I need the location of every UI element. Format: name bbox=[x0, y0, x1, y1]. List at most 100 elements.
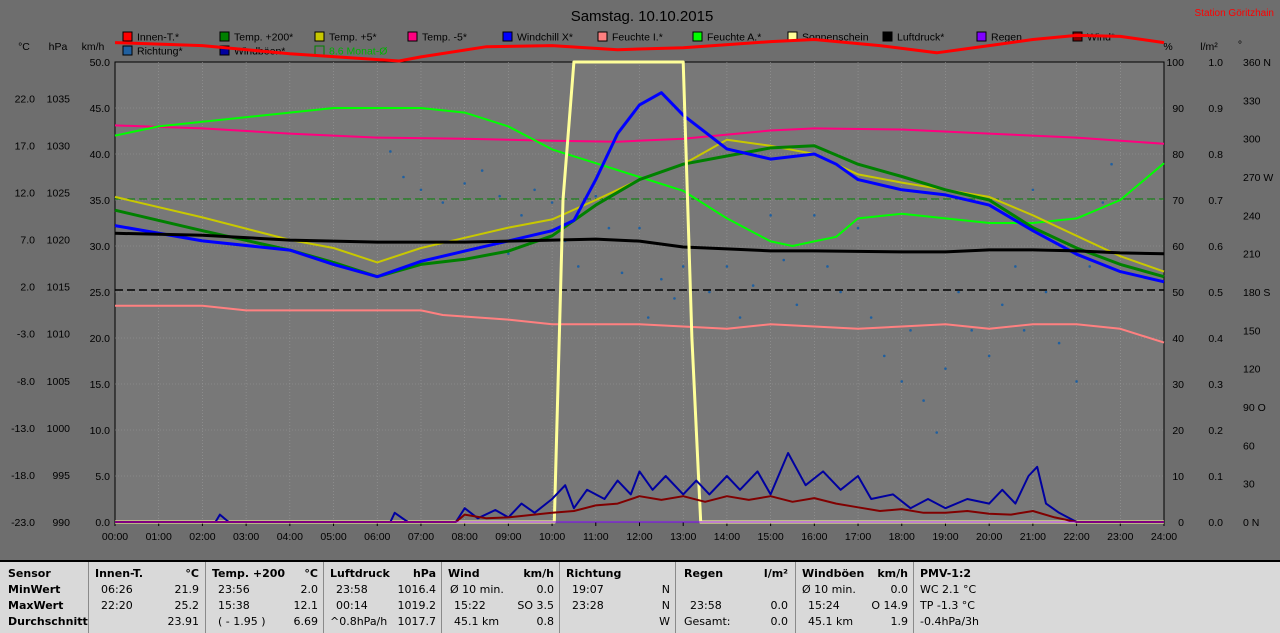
stats-temp200-avg-val: 6.69 bbox=[293, 615, 319, 628]
stats-col-windboeen: Windböen km/h Ø 10 min. 0.0 15:24 O 14.9… bbox=[795, 562, 914, 633]
stats-col-innen: Innen-T. °C 06:26 21.9 22:20 25.2 23.91 bbox=[88, 562, 205, 633]
kmh-tick: 30.0 bbox=[90, 241, 111, 253]
direction-point bbox=[813, 214, 816, 217]
degree-tick: 90 O bbox=[1243, 402, 1266, 414]
degree-tick: 180 S bbox=[1243, 287, 1270, 299]
x-tick-label: 02:00 bbox=[189, 531, 215, 543]
x-tick-label: 07:00 bbox=[408, 531, 434, 543]
degree-tick: 60 bbox=[1243, 440, 1255, 452]
stats-wind-distance: 45.1 km bbox=[454, 615, 500, 628]
degree-tick: 270 W bbox=[1243, 172, 1273, 184]
stats-label-min: MinWert bbox=[8, 583, 61, 596]
direction-point bbox=[782, 258, 786, 262]
legend-swatch bbox=[219, 31, 230, 42]
stats-wind-avg-val: 0.8 bbox=[536, 615, 555, 628]
hpa-tick: 1005 bbox=[47, 376, 71, 388]
direction-point bbox=[1031, 188, 1035, 192]
legend-label: Feuchte A.* bbox=[707, 32, 761, 44]
percent-tick: 0 bbox=[1178, 517, 1184, 529]
direction-point bbox=[970, 329, 973, 332]
percent-tick: 80 bbox=[1172, 149, 1184, 161]
hpa-tick: 1020 bbox=[47, 235, 71, 247]
direction-point bbox=[441, 201, 445, 204]
x-tick-label: 20:00 bbox=[976, 531, 1002, 543]
direction-point bbox=[660, 277, 663, 281]
direction-point bbox=[708, 290, 711, 294]
x-tick-label: 08:00 bbox=[452, 531, 478, 543]
celsius-tick: 2.0 bbox=[20, 282, 35, 294]
x-tick-label: 16:00 bbox=[801, 531, 827, 543]
stats-richtung-avg-val: W bbox=[659, 615, 670, 628]
direction-point bbox=[944, 367, 947, 370]
rain-tick: 0.2 bbox=[1208, 425, 1223, 437]
kmh-tick: 0.0 bbox=[95, 517, 110, 529]
stats-unit-innen: °C bbox=[185, 567, 199, 580]
stats-header-regen: Regen bbox=[684, 567, 724, 580]
stats-label-max: MaxWert bbox=[8, 599, 64, 612]
celsius-tick: 22.0 bbox=[15, 93, 36, 105]
series-line bbox=[115, 452, 1164, 523]
direction-point bbox=[577, 265, 580, 268]
percent-tick: 20 bbox=[1172, 425, 1184, 437]
x-tick-label: 04:00 bbox=[277, 531, 303, 543]
stats-pmv-trend: -0.4hPa/3h bbox=[920, 615, 979, 628]
stats-header-sensor: Sensor bbox=[8, 567, 51, 580]
x-tick-label: 15:00 bbox=[757, 531, 783, 543]
direction-point bbox=[725, 265, 729, 268]
legend-label: Temp. -5* bbox=[422, 32, 467, 44]
rain-tick: 0.3 bbox=[1208, 379, 1223, 391]
x-tick-label: 09:00 bbox=[495, 531, 521, 543]
legend-label: Regen bbox=[991, 32, 1022, 44]
kmh-tick: 10.0 bbox=[90, 425, 111, 437]
stats-windboeen-distance: 45.1 km bbox=[808, 615, 854, 628]
axis-title-degree: ° bbox=[1238, 39, 1242, 51]
legend-swatch bbox=[976, 31, 987, 42]
direction-point bbox=[550, 201, 554, 204]
celsius-tick: 7.0 bbox=[20, 235, 35, 247]
legend-swatch bbox=[597, 31, 608, 42]
legend-swatch bbox=[219, 45, 230, 56]
direction-point bbox=[856, 226, 860, 230]
stats-temp200-min-val: 2.0 bbox=[300, 583, 319, 596]
direction-point bbox=[533, 188, 536, 192]
stats-windboeen-avg10-label: Ø 10 min. bbox=[802, 583, 856, 596]
stats-temp200-min-time: 23:56 bbox=[218, 583, 250, 596]
series-line bbox=[114, 33, 1165, 63]
celsius-tick: -3.0 bbox=[17, 329, 35, 341]
stats-richtung-max-time: 23:28 bbox=[572, 599, 604, 612]
stats-regen-total-val: 0.0 bbox=[770, 615, 789, 628]
legend-label: Richtung* bbox=[137, 46, 183, 58]
direction-point bbox=[507, 252, 510, 255]
direction-point bbox=[419, 188, 423, 192]
legend-label: Feuchte I.* bbox=[612, 32, 663, 44]
celsius-tick: -8.0 bbox=[17, 376, 35, 388]
stats-innen-max-time: 22:20 bbox=[101, 599, 133, 612]
stats-col-sensor: Sensor MinWert MaxWert Durchschnitt bbox=[0, 562, 90, 633]
hpa-tick: 1015 bbox=[47, 282, 71, 294]
legend-label: Temp. +5* bbox=[329, 32, 377, 44]
degree-tick: 240 bbox=[1243, 210, 1261, 222]
axis-titles: °C hPa km/h% l/m² ° bbox=[18, 39, 1242, 53]
direction-point bbox=[402, 175, 405, 179]
stats-col-temp200: Temp. +200 °C 23:56 2.0 15:38 12.1 ( - 1… bbox=[205, 562, 324, 633]
direction-point bbox=[1088, 265, 1091, 268]
celsius-tick: 17.0 bbox=[15, 140, 36, 152]
rain-tick: 0.0 bbox=[1208, 517, 1223, 529]
stats-pmv-windchill: WC 2.1 °C bbox=[920, 583, 977, 596]
x-tick-label: 01:00 bbox=[146, 531, 172, 543]
series-line bbox=[115, 60, 1164, 524]
rain-tick: 1.0 bbox=[1208, 57, 1223, 69]
x-tick-label: 22:00 bbox=[1063, 531, 1089, 543]
stats-temp200-max-val: 12.1 bbox=[293, 599, 319, 612]
rain-tick: 0.1 bbox=[1208, 471, 1223, 483]
hpa-tick: 1030 bbox=[47, 140, 71, 152]
stats-header-temp200: Temp. +200 bbox=[212, 567, 286, 580]
tick-labels: 00:00 01:00 02:00 03:00 04:00 05:00 06:00 07:00… bbox=[11, 57, 1273, 543]
stats-richtung-min-time: 19:07 bbox=[572, 583, 604, 596]
kmh-tick: 15.0 bbox=[90, 379, 111, 391]
direction-point bbox=[480, 169, 484, 172]
rain-tick: 0.6 bbox=[1208, 241, 1223, 253]
axis-title-kmh: km/h bbox=[82, 41, 105, 53]
direction-point bbox=[594, 194, 598, 198]
celsius-tick: -18.0 bbox=[11, 470, 35, 482]
